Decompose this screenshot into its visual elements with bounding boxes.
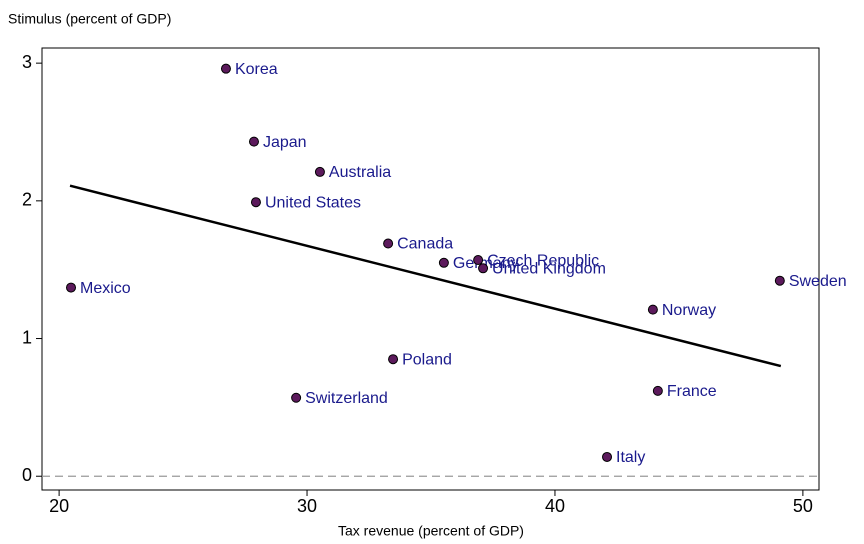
x-axis-title: Tax revenue (percent of GDP) bbox=[338, 523, 524, 539]
y-tick-label: 2 bbox=[22, 190, 32, 210]
y-tick-label: 0 bbox=[22, 465, 32, 485]
x-tick-label: 20 bbox=[49, 496, 69, 516]
point-label: Czech Republic bbox=[487, 252, 599, 269]
point-label: Korea bbox=[235, 61, 278, 78]
point bbox=[314, 166, 325, 177]
x-tick-label: 30 bbox=[297, 496, 317, 516]
point-label: Italy bbox=[616, 449, 645, 466]
point-label: Germany bbox=[453, 255, 519, 272]
point bbox=[774, 275, 785, 286]
point bbox=[250, 197, 261, 208]
point-label: Australia bbox=[329, 164, 391, 181]
x-tick-label: 50 bbox=[793, 496, 813, 516]
point-label: Mexico bbox=[80, 280, 131, 297]
point bbox=[473, 255, 484, 266]
plot-frame bbox=[41, 47, 820, 491]
point bbox=[388, 354, 399, 365]
y-axis-title: Stimulus (percent of GDP) bbox=[8, 11, 171, 27]
point bbox=[478, 263, 489, 274]
point-label: Sweden bbox=[789, 273, 847, 290]
point-label: Japan bbox=[263, 134, 307, 151]
point bbox=[291, 392, 302, 403]
point-label: United States bbox=[265, 194, 361, 211]
point-label: Switzerland bbox=[305, 390, 388, 407]
x-tick-label: 40 bbox=[545, 496, 565, 516]
point bbox=[66, 282, 77, 293]
y-tick-label: 3 bbox=[22, 52, 32, 72]
point-label: Canada bbox=[397, 236, 453, 253]
point-label: Norway bbox=[662, 302, 716, 319]
point-label: Poland bbox=[402, 351, 452, 368]
y-tick-label: 1 bbox=[22, 327, 32, 347]
point bbox=[248, 136, 259, 147]
point-label: United Kingdom bbox=[492, 261, 606, 278]
point bbox=[652, 385, 663, 396]
point bbox=[602, 451, 613, 462]
point bbox=[220, 63, 231, 74]
point-label: France bbox=[667, 383, 717, 400]
point bbox=[647, 304, 658, 315]
point bbox=[438, 257, 449, 268]
fit-line bbox=[69, 184, 782, 368]
point bbox=[383, 238, 394, 249]
